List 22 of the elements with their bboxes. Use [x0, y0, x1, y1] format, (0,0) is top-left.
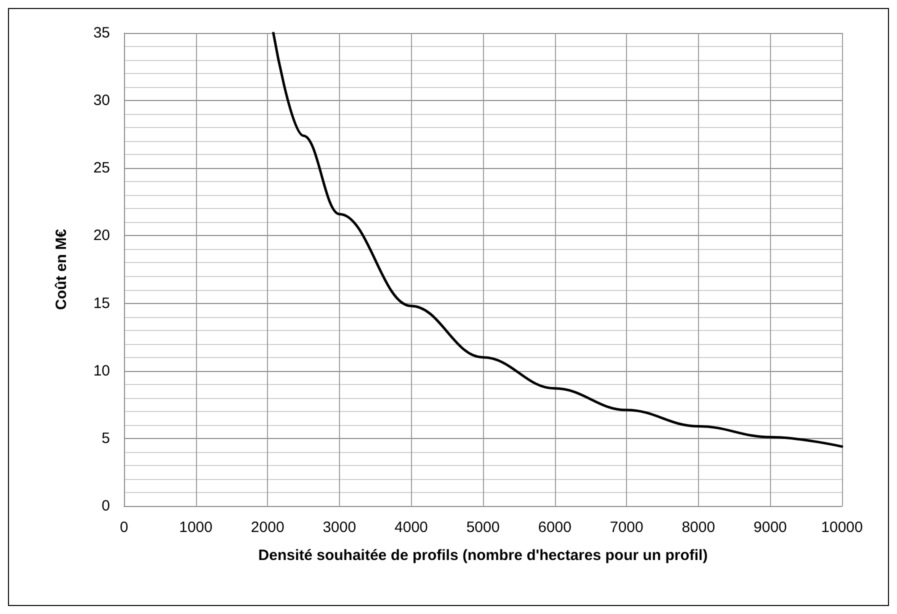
y-tick-label: 15: [93, 294, 110, 312]
x-tick-label: 8000: [682, 519, 716, 536]
y-tick-label: 5: [102, 430, 110, 447]
x-tick-label: 0: [120, 519, 128, 536]
x-tick-label: 1000: [179, 519, 212, 536]
y-tick-label: 30: [93, 92, 110, 110]
x-tick-label: 10000: [821, 519, 863, 536]
y-tick-label: 0: [102, 498, 110, 514]
x-tick-label: 2000: [250, 519, 284, 536]
y-tick-label: 20: [93, 227, 110, 244]
y-tick-label: 25: [93, 160, 110, 177]
x-tick-label: 5000: [466, 519, 500, 536]
y-axis-title: Coût en M€: [53, 228, 70, 310]
y-tick-label: 35: [93, 24, 110, 42]
x-tick-label: 4000: [394, 519, 428, 536]
x-tick-label: 6000: [538, 519, 572, 536]
x-tick-label: 9000: [754, 519, 787, 536]
x-tick-label: 3000: [322, 519, 356, 536]
y-tick-label: 10: [93, 362, 110, 380]
x-axis-title: Densité souhaitée de profils (nombre d'hectares pour un profil): [258, 547, 708, 564]
line-series: [272, 32, 844, 448]
x-tick-label: 7000: [610, 519, 644, 536]
